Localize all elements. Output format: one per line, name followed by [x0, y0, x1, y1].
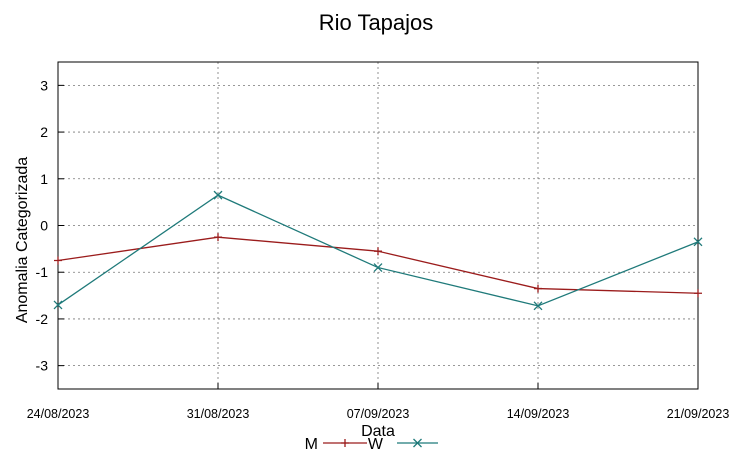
x-tick-label: 14/09/2023 — [507, 407, 570, 421]
y-tick-label: -3 — [36, 358, 49, 374]
legend-label-M: M — [305, 436, 318, 453]
chart-title: Rio Tapajos — [319, 10, 434, 35]
data-point-W — [53, 300, 63, 310]
series-group — [53, 190, 703, 311]
legend-marker-M — [341, 439, 349, 447]
x-tick-label: 07/09/2023 — [347, 407, 410, 421]
y-tick-label: -1 — [36, 264, 49, 280]
x-axis-ticks: 24/08/2023 31/08/2023 07/09/2023 14/09/2023… — [27, 383, 730, 421]
legend-marker-W — [413, 438, 422, 448]
x-tick-label: 21/09/2023 — [667, 407, 730, 421]
y-tick-label: 1 — [40, 171, 48, 187]
legend-label-W: W — [368, 436, 384, 453]
data-point-M — [534, 284, 542, 293]
data-point-M — [694, 289, 702, 298]
y-tick-label: 3 — [40, 77, 48, 93]
y-tick-label: -2 — [36, 311, 49, 327]
data-point-W — [693, 237, 703, 247]
data-point-M — [54, 256, 62, 265]
x-axis-label: Data — [361, 423, 395, 440]
grid — [58, 62, 698, 389]
y-axis-label: Anomalia Categorizada — [14, 157, 31, 323]
data-point-W — [213, 190, 223, 200]
data-point-M — [214, 233, 222, 242]
y-axis-ticks: 3 2 1 0 -1 -2 -3 — [36, 77, 64, 374]
data-point-M — [374, 247, 382, 256]
data-point-W — [533, 301, 543, 311]
x-tick-label: 24/08/2023 — [27, 407, 90, 421]
y-tick-label: 2 — [40, 124, 48, 140]
series-line-M — [57, 236, 699, 294]
data-point-W — [373, 263, 383, 273]
x-tick-label: 31/08/2023 — [187, 407, 250, 421]
y-tick-label: 0 — [40, 218, 48, 234]
